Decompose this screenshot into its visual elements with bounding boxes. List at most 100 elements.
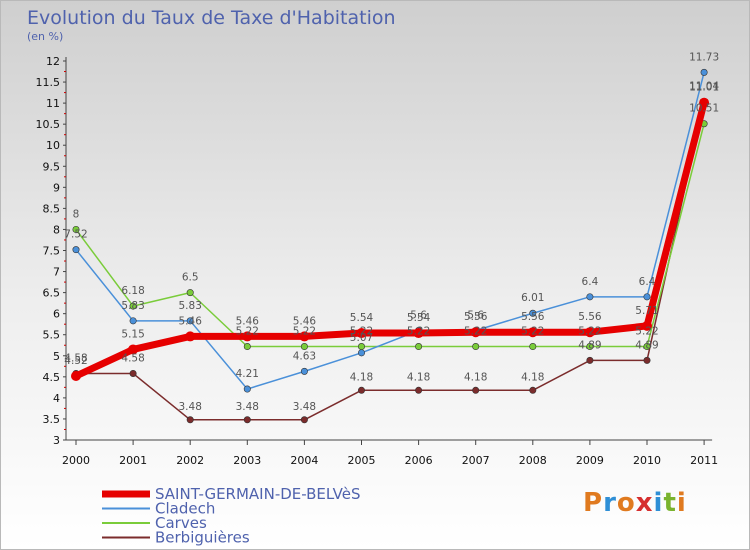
data-point xyxy=(643,356,651,364)
data-point xyxy=(472,386,480,394)
data-label: 5.46 xyxy=(236,315,260,327)
data-label: 5.54 xyxy=(350,312,374,324)
data-point xyxy=(470,327,481,338)
data-point xyxy=(129,302,137,310)
y-tick-label: 7.5 xyxy=(43,245,61,258)
axes: 33.544.555.566.577.588.599.51010.51111.5… xyxy=(36,55,719,467)
data-point xyxy=(185,331,196,342)
x-tick-label: 2001 xyxy=(119,454,147,467)
data-label: 5.15 xyxy=(121,328,144,340)
logo-letter: x xyxy=(635,488,654,518)
y-tick-label: 12 xyxy=(46,55,60,68)
data-point xyxy=(529,343,537,351)
data-point xyxy=(186,416,194,424)
data-point xyxy=(300,343,308,351)
legend-label: Berbiguières xyxy=(155,529,250,547)
data-label: 11.04 xyxy=(689,80,719,92)
data-label: 5.22 xyxy=(236,326,259,338)
data-point xyxy=(586,343,594,351)
y-tick-label: 9 xyxy=(53,181,60,194)
series-line-3 xyxy=(75,100,705,421)
x-tick-label: 2000 xyxy=(62,454,90,467)
data-label: 6.4 xyxy=(582,276,599,288)
data-point xyxy=(300,416,308,424)
data-point xyxy=(527,327,538,338)
legend-label: SAINT-GERMAIN-DE-BELVèS xyxy=(155,485,360,503)
proxiti-logo: Proxiti xyxy=(583,488,687,518)
data-label: 5.56 xyxy=(578,311,602,323)
legend-label: Carves xyxy=(155,514,207,532)
data-label: 3.48 xyxy=(293,401,316,413)
data-point xyxy=(72,246,80,254)
data-point xyxy=(242,331,253,342)
data-label: 5.07 xyxy=(350,332,373,344)
data-label: 7.52 xyxy=(64,229,87,241)
data-point xyxy=(700,68,708,76)
y-tick-label: 6.5 xyxy=(43,287,61,300)
data-point xyxy=(529,309,537,317)
data-label: 5.56 xyxy=(521,311,545,323)
data-point xyxy=(643,343,651,351)
chart-title: Evolution du Taux de Taxe d'Habitation xyxy=(27,7,396,29)
data-point xyxy=(643,293,651,301)
data-label: 5.22 xyxy=(464,326,487,338)
data-label: 6.5 xyxy=(182,272,199,284)
data-label: 11.01 xyxy=(689,82,719,94)
y-tick-label: 4 xyxy=(53,392,60,405)
x-tick-label: 2004 xyxy=(290,454,318,467)
data-point xyxy=(357,386,365,394)
x-tick-label: 2010 xyxy=(633,454,661,467)
y-tick-label: 10 xyxy=(46,139,60,152)
x-tick-label: 2002 xyxy=(176,454,204,467)
data-label: 5.83 xyxy=(121,300,144,312)
data-label: 5.22 xyxy=(578,326,601,338)
data-label: 4.21 xyxy=(236,368,259,380)
data-point xyxy=(129,369,137,377)
data-point xyxy=(243,343,251,351)
data-label: 5.22 xyxy=(407,326,430,338)
data-label: 6.18 xyxy=(121,285,144,297)
data-point xyxy=(129,317,137,325)
x-tick-label: 2007 xyxy=(462,454,490,467)
data-point xyxy=(71,370,81,381)
data-point xyxy=(586,293,594,301)
x-tick-label: 2008 xyxy=(519,454,547,467)
data-label: 3.48 xyxy=(236,401,259,413)
data-label: 4.18 xyxy=(407,371,430,383)
data-label: 4.89 xyxy=(635,339,658,351)
data-label: 4.18 xyxy=(464,371,487,383)
data-label: 5.46 xyxy=(293,315,317,327)
data-point xyxy=(72,225,80,233)
data-label: 6.4 xyxy=(639,276,656,288)
x-tick-label: 2006 xyxy=(405,454,433,467)
logo-letter: i xyxy=(676,488,687,518)
data-label: 6.01 xyxy=(521,292,544,304)
data-labels: 4.52 5.15 5.46 5.46 5.46 5.54 5.54 5.56 5.56 5.56… xyxy=(64,51,719,412)
data-label: 4.63 xyxy=(293,350,316,362)
data-label: 11.73 xyxy=(689,51,719,63)
data-label: 5.54 xyxy=(407,312,431,324)
logo-letter: t xyxy=(663,488,677,518)
data-point xyxy=(415,343,423,351)
data-point xyxy=(699,97,710,108)
data-point xyxy=(529,386,537,394)
data-label: 4.18 xyxy=(521,371,544,383)
data-label: 5.22 xyxy=(293,326,316,338)
logo-letter: P xyxy=(583,488,604,518)
series-lines xyxy=(71,68,710,424)
data-point xyxy=(299,331,310,342)
logo-letter: i xyxy=(653,488,664,518)
data-label: 5.6 xyxy=(467,310,484,322)
x-tick-label: 2011 xyxy=(690,454,718,467)
y-tick-label: 7 xyxy=(53,266,60,279)
data-point xyxy=(413,328,424,339)
data-label: 5.22 xyxy=(350,326,373,338)
series-line-0 xyxy=(72,99,708,380)
logo-letter: o xyxy=(616,488,636,518)
data-label: 5.22 xyxy=(635,326,658,338)
data-point xyxy=(128,344,139,355)
data-label: 4.18 xyxy=(350,371,373,383)
y-tick-label: 8.5 xyxy=(43,202,61,215)
